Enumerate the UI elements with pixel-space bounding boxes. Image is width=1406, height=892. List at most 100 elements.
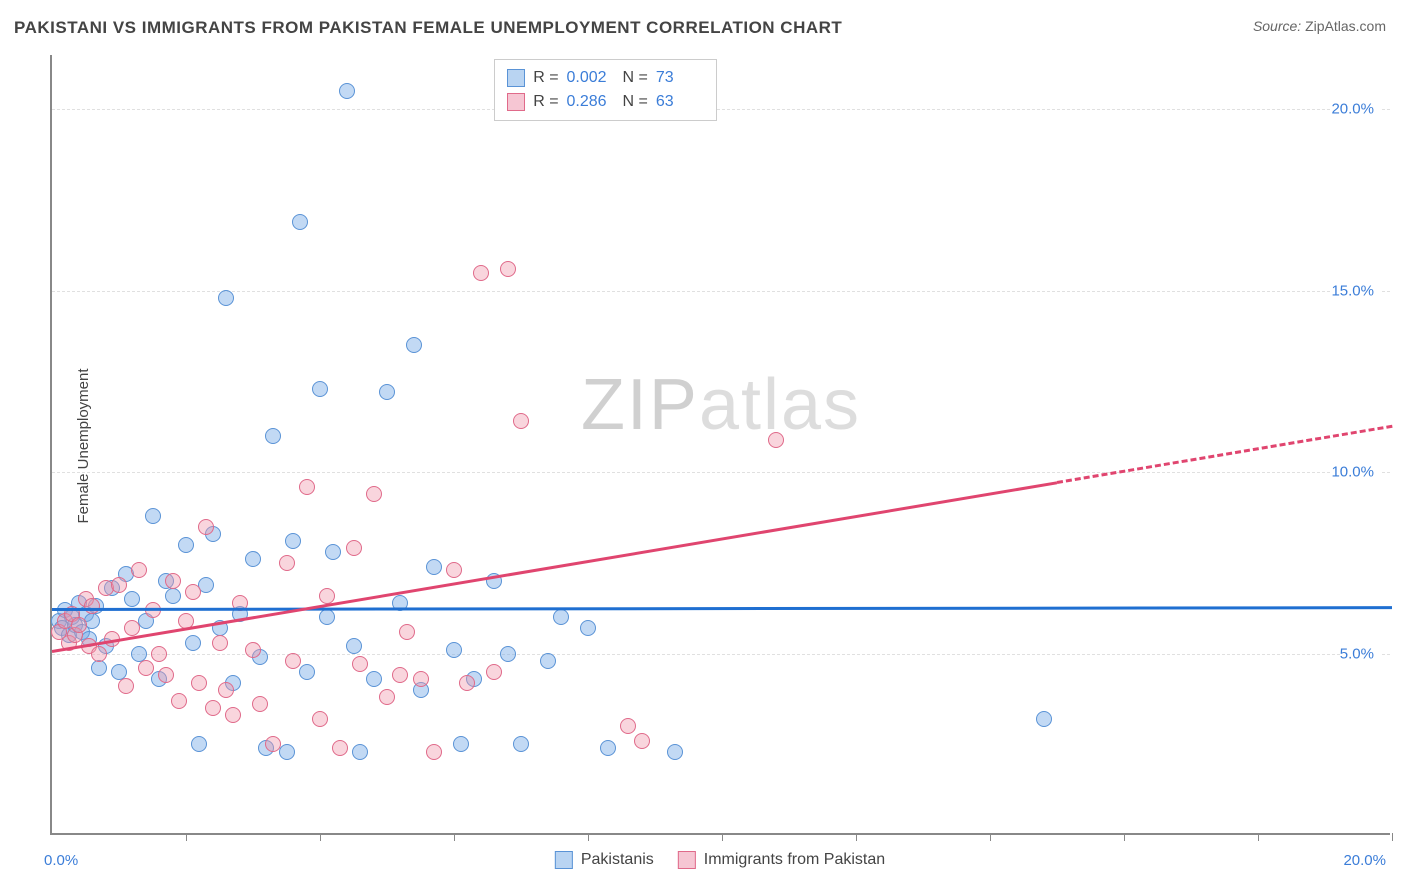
data-point: [319, 588, 335, 604]
y-tick-label: 10.0%: [1331, 464, 1382, 481]
data-point: [540, 653, 556, 669]
data-point: [366, 671, 382, 687]
data-point: [225, 707, 241, 723]
data-point: [285, 533, 301, 549]
chart-container: PAKISTANI VS IMMIGRANTS FROM PAKISTAN FE…: [0, 0, 1406, 892]
r-value: 0.286: [567, 90, 615, 114]
watermark: ZIPatlas: [581, 364, 861, 446]
data-point: [325, 544, 341, 560]
data-point: [634, 733, 650, 749]
data-point: [191, 736, 207, 752]
data-point: [332, 740, 348, 756]
data-point: [426, 559, 442, 575]
data-point: [346, 638, 362, 654]
data-point: [279, 555, 295, 571]
y-tick-label: 20.0%: [1331, 101, 1382, 118]
data-point: [312, 381, 328, 397]
x-axis-max-label: 20.0%: [1343, 852, 1386, 869]
watermark-zip: ZIP: [581, 365, 699, 445]
r-value: 0.002: [567, 66, 615, 90]
data-point: [392, 667, 408, 683]
gridline: [52, 109, 1390, 110]
data-point: [600, 740, 616, 756]
data-point: [426, 744, 442, 760]
data-point: [245, 642, 261, 658]
data-point: [151, 646, 167, 662]
data-point: [379, 689, 395, 705]
data-point: [513, 736, 529, 752]
data-point: [1036, 711, 1052, 727]
r-label: R =: [533, 66, 558, 90]
regression-line: [52, 481, 1057, 653]
data-point: [84, 613, 100, 629]
legend-swatch-icon: [678, 851, 696, 869]
data-point: [178, 537, 194, 553]
data-point: [118, 678, 134, 694]
data-point: [131, 562, 147, 578]
x-tick: [320, 833, 321, 841]
series-legend: Pakistanis Immigrants from Pakistan: [555, 851, 885, 869]
x-axis-min-label: 0.0%: [44, 852, 78, 869]
y-tick-label: 5.0%: [1340, 645, 1382, 662]
data-point: [111, 577, 127, 593]
data-point: [71, 617, 87, 633]
data-point: [312, 711, 328, 727]
data-point: [366, 486, 382, 502]
legend-label: Pakistanis: [581, 851, 654, 869]
data-point: [553, 609, 569, 625]
x-tick: [722, 833, 723, 841]
stats-legend: R =0.002N =73R =0.286N =63: [494, 59, 717, 121]
data-point: [459, 675, 475, 691]
data-point: [191, 675, 207, 691]
legend-swatch-icon: [507, 69, 525, 87]
plot-inner: ZIPatlas 5.0%10.0%15.0%20.0%R =0.002N =7…: [50, 55, 1390, 835]
regression-line: [52, 606, 1392, 611]
data-point: [299, 664, 315, 680]
data-point: [265, 428, 281, 444]
data-point: [339, 83, 355, 99]
data-point: [91, 646, 107, 662]
r-label: R =: [533, 90, 558, 114]
data-point: [500, 646, 516, 662]
data-point: [124, 620, 140, 636]
data-point: [185, 584, 201, 600]
n-value: 63: [656, 90, 704, 114]
data-point: [245, 551, 261, 567]
x-tick: [856, 833, 857, 841]
data-point: [667, 744, 683, 760]
source-name: ZipAtlas.com: [1305, 18, 1386, 34]
data-point: [198, 519, 214, 535]
stats-row: R =0.286N =63: [507, 90, 704, 114]
data-point: [346, 540, 362, 556]
legend-label: Immigrants from Pakistan: [704, 851, 885, 869]
data-point: [91, 660, 107, 676]
data-point: [218, 682, 234, 698]
data-point: [171, 693, 187, 709]
data-point: [486, 664, 502, 680]
data-point: [620, 718, 636, 734]
data-point: [319, 609, 335, 625]
chart-title: PAKISTANI VS IMMIGRANTS FROM PAKISTAN FE…: [14, 18, 842, 38]
x-tick: [454, 833, 455, 841]
data-point: [379, 384, 395, 400]
x-tick: [1258, 833, 1259, 841]
data-point: [205, 700, 221, 716]
data-point: [446, 562, 462, 578]
source-attribution: Source: ZipAtlas.com: [1253, 18, 1386, 34]
gridline: [52, 291, 1390, 292]
data-point: [413, 671, 429, 687]
legend-swatch-icon: [555, 851, 573, 869]
data-point: [299, 479, 315, 495]
data-point: [446, 642, 462, 658]
data-point: [218, 290, 234, 306]
data-point: [453, 736, 469, 752]
x-tick: [186, 833, 187, 841]
data-point: [285, 653, 301, 669]
x-tick: [588, 833, 589, 841]
n-label: N =: [623, 66, 648, 90]
data-point: [158, 667, 174, 683]
gridline: [52, 472, 1390, 473]
data-point: [252, 696, 268, 712]
data-point: [212, 635, 228, 651]
x-tick: [990, 833, 991, 841]
